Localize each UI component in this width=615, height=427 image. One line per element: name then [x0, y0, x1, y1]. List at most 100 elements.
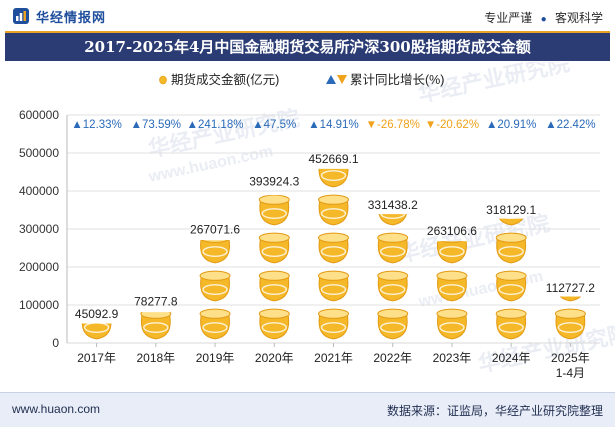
logo[interactable]: 华经情报网: [12, 7, 106, 25]
growth-up-label: ▲47.5%: [252, 119, 296, 131]
coin-shine: [202, 246, 228, 257]
coin-shine: [320, 246, 347, 257]
coin-rim: [440, 241, 464, 243]
coin-shine: [439, 284, 465, 295]
tagline: 专业严谨 ● 客观科学: [484, 9, 603, 26]
legend: 期货成交金额(亿元) 累计同比增长(%): [159, 72, 444, 87]
coin-body: [555, 315, 586, 340]
coin-shine: [380, 322, 406, 333]
coin-pot: [258, 308, 290, 340]
data-label: 452669.1: [308, 152, 358, 166]
coin-pot: [495, 270, 527, 302]
coin-pot: [318, 270, 349, 302]
chart-title: 2017-2025年4月中国金融期货交易所沪深300股指期货成交金额: [5, 31, 610, 61]
x-tick-label: 2023年: [433, 351, 472, 365]
coin-pot: [554, 308, 586, 340]
coin-shine: [439, 322, 465, 333]
x-tick-label: 2020年: [255, 351, 294, 365]
tag-objective: 客观科学: [554, 11, 603, 25]
coin-rim: [258, 270, 290, 281]
coin-body: [81, 323, 112, 340]
coin-rim: [318, 194, 349, 205]
coin-shine: [320, 208, 347, 219]
coin-shine: [143, 322, 169, 333]
coin-rim: [258, 308, 290, 319]
coin-pot: [318, 194, 349, 226]
x-tick-label: 2022年: [373, 351, 412, 365]
footer-url[interactable]: www.huaon.com: [12, 402, 101, 416]
bar: 452669.1 ▲14.91%: [308, 119, 359, 340]
coin-rim: [555, 271, 585, 280]
legend-item-growth: 累计同比增长(%): [326, 72, 444, 87]
bar: 112727.2 ▲22.42%: [545, 119, 596, 340]
coin-pot: [200, 239, 230, 264]
coin-shine: [380, 246, 406, 257]
coin-body: [140, 315, 171, 340]
bar: 267071.6 ▲241.18%: [187, 119, 243, 340]
y-tick-label: 200000: [19, 260, 59, 274]
data-label: 318129.1: [486, 203, 536, 217]
growth-up-label: ▲14.91%: [308, 119, 358, 131]
coin-rim: [436, 270, 468, 281]
coin-shine: [261, 322, 287, 333]
coin-body: [377, 277, 408, 302]
coin-body: [496, 277, 527, 302]
coin-body: [259, 315, 290, 340]
coin-pot: [140, 312, 172, 340]
coin-shine: [83, 323, 110, 333]
y-tick-label: 100000: [19, 298, 59, 312]
coin-rim: [495, 308, 527, 319]
data-label: 112727.2: [546, 281, 595, 295]
coin-body: [496, 315, 527, 340]
coin-body: [200, 315, 230, 340]
coin-body: [496, 239, 527, 264]
y-tick-label: 300000: [19, 222, 59, 236]
coin-pot: [495, 232, 527, 264]
coin-body: [437, 315, 467, 340]
bar: 393924.3 ▲47.5%: [249, 119, 300, 340]
coin-rim: [199, 270, 231, 281]
x-tick-label: 2024年: [492, 351, 531, 365]
coin-pot: [437, 241, 467, 264]
x-tick-label: 1-4月: [556, 366, 585, 380]
bars: 45092.9 ▲12.33% 78277.8 ▲73.59% 267071.6 ▲241…: [71, 119, 596, 340]
growth-down-label: ▼-20.62%: [425, 119, 479, 131]
coin-pot: [318, 232, 349, 264]
coin-rim: [258, 195, 290, 205]
coin-rim: [495, 232, 527, 243]
watermark-text: 华经产业研究院: [476, 320, 615, 376]
x-tick-label: 2018年: [136, 351, 175, 365]
coin-rim: [318, 308, 349, 319]
coin-shine: [320, 322, 347, 333]
coin-rim: [377, 308, 409, 319]
data-label: 393924.3: [249, 174, 299, 188]
dot-icon: ●: [540, 14, 547, 25]
legend-up-icon: [326, 75, 336, 84]
growth-up-label: ▲20.91%: [486, 119, 536, 131]
growth-up-label: ▲12.33%: [71, 119, 121, 131]
coin-body: [318, 315, 349, 340]
coin-pot: [436, 270, 468, 302]
brand-name: 华经情报网: [36, 9, 107, 25]
coin-pot: [318, 168, 349, 188]
coin-body: [318, 201, 349, 226]
watermark-text: 华经产业研究院: [396, 210, 552, 266]
coin-body: [259, 277, 290, 302]
footer: www.huaon.com 数据来源：证监局，华经产业研究院整理: [0, 393, 615, 427]
coin-pot: [258, 232, 290, 264]
coin-rim: [377, 232, 409, 243]
coin-rim: [495, 270, 527, 281]
coin-pot: [318, 308, 349, 340]
x-tick-label: 2021年: [314, 351, 353, 365]
coin-body: [318, 277, 349, 302]
bar: 45092.9 ▲12.33%: [71, 119, 122, 340]
coin-body: [259, 201, 290, 226]
x-tick-label: 2017年: [77, 351, 116, 365]
coin-shine: [380, 284, 406, 295]
coin-pot: [81, 323, 112, 340]
legend-item-amount: 期货成交金额(亿元): [159, 72, 279, 87]
coin-pot: [495, 308, 527, 340]
coin-shine: [261, 208, 287, 219]
y-tick-label: 400000: [19, 184, 59, 198]
coin-body: [318, 239, 349, 264]
